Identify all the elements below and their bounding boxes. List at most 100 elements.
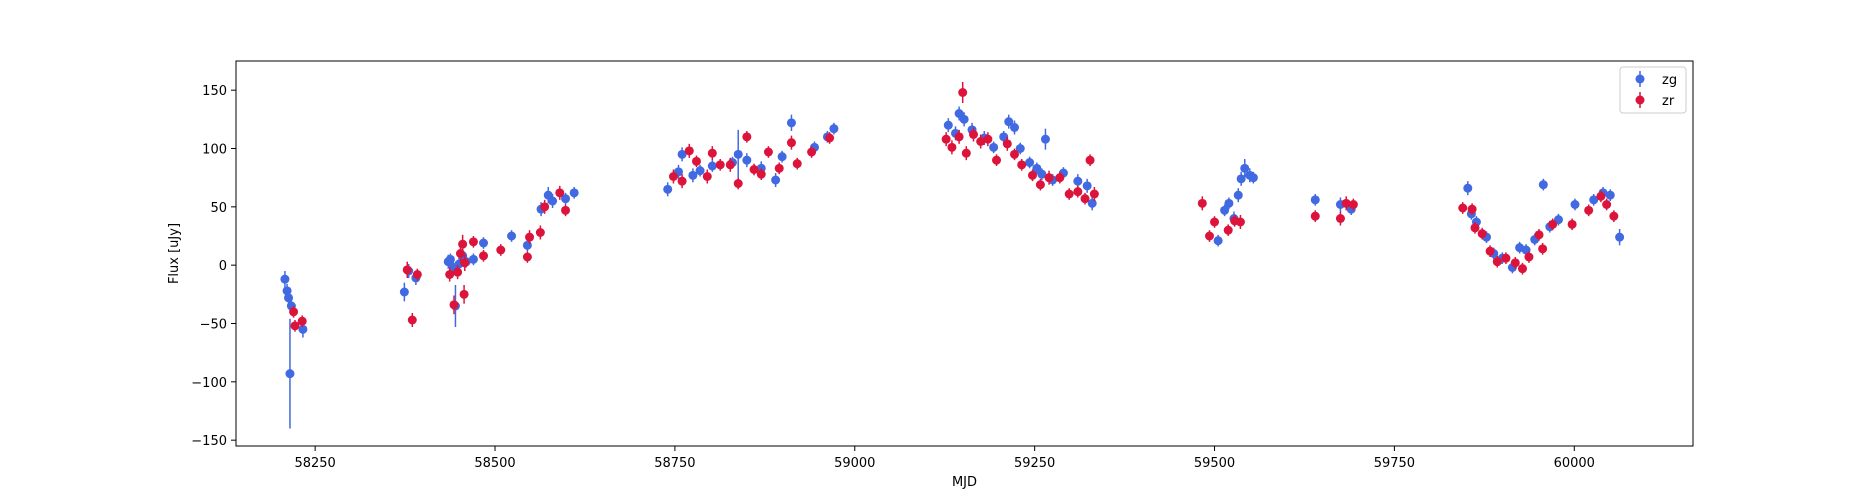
data-point bbox=[954, 109, 964, 118]
series-zr bbox=[289, 82, 1619, 332]
data-point bbox=[943, 120, 953, 130]
data-point bbox=[1567, 219, 1577, 229]
data-point bbox=[1040, 134, 1050, 144]
data-point bbox=[290, 321, 300, 331]
data-point bbox=[715, 160, 725, 170]
data-point bbox=[453, 267, 463, 277]
data-point bbox=[1534, 230, 1544, 240]
legend-item-zg: zg bbox=[1635, 71, 1677, 88]
data-point bbox=[399, 287, 409, 297]
data-point bbox=[1085, 155, 1095, 165]
data-point bbox=[1082, 181, 1092, 191]
x-tick-label: 59750 bbox=[1374, 456, 1415, 471]
data-point bbox=[445, 270, 455, 279]
data-point bbox=[1027, 170, 1037, 180]
data-point bbox=[1015, 144, 1025, 153]
data-point bbox=[1220, 205, 1230, 215]
data-point bbox=[959, 114, 969, 124]
data-point bbox=[668, 172, 678, 181]
data-point bbox=[677, 176, 687, 186]
data-point bbox=[1458, 203, 1468, 213]
data-point bbox=[479, 251, 489, 261]
data-point bbox=[1589, 195, 1599, 205]
x-tick-label: 60000 bbox=[1554, 456, 1595, 471]
data-point bbox=[1025, 158, 1035, 167]
data-point bbox=[1485, 246, 1495, 256]
data-point bbox=[999, 132, 1009, 142]
data-point bbox=[742, 155, 752, 165]
legend-marker bbox=[1635, 74, 1645, 84]
data-point bbox=[402, 265, 412, 275]
data-point bbox=[961, 148, 971, 158]
data-point bbox=[1605, 190, 1615, 200]
data-point bbox=[1236, 174, 1246, 184]
data-point bbox=[947, 142, 957, 152]
data-point bbox=[1073, 176, 1083, 186]
data-point bbox=[522, 240, 532, 250]
data-point bbox=[1032, 163, 1042, 173]
data-point bbox=[1470, 223, 1480, 233]
data-point bbox=[1080, 194, 1090, 204]
data-series bbox=[280, 82, 1625, 429]
data-point bbox=[1087, 198, 1097, 208]
data-point bbox=[1235, 217, 1245, 227]
data-point bbox=[1310, 211, 1320, 221]
y-tick-label: −100 bbox=[191, 376, 227, 391]
data-point bbox=[695, 166, 705, 176]
data-point bbox=[941, 134, 951, 144]
y-tick-label: 100 bbox=[202, 143, 227, 158]
data-point bbox=[725, 160, 735, 170]
data-point bbox=[1538, 244, 1548, 254]
y-tick-label: −50 bbox=[200, 318, 227, 333]
data-point bbox=[1035, 180, 1045, 190]
data-point bbox=[763, 147, 773, 157]
data-point bbox=[958, 88, 968, 97]
legend-marker bbox=[1635, 95, 1645, 105]
data-point bbox=[479, 238, 489, 248]
data-point bbox=[459, 289, 469, 299]
data-point bbox=[555, 188, 565, 198]
data-point bbox=[1213, 236, 1223, 246]
data-point bbox=[1477, 229, 1487, 239]
data-point bbox=[445, 254, 455, 264]
data-point bbox=[1064, 189, 1074, 199]
data-point bbox=[1224, 198, 1234, 208]
data-point bbox=[684, 146, 694, 156]
data-point bbox=[677, 149, 687, 159]
data-point bbox=[733, 149, 743, 159]
data-point bbox=[297, 316, 307, 326]
data-point bbox=[1010, 149, 1020, 159]
data-point bbox=[1004, 117, 1014, 127]
data-point bbox=[449, 300, 459, 310]
data-point bbox=[691, 156, 701, 166]
data-point bbox=[525, 232, 535, 242]
data-point bbox=[1492, 257, 1502, 267]
plot-area-frame bbox=[235, 60, 1694, 447]
data-point bbox=[507, 231, 517, 241]
data-point bbox=[1538, 180, 1548, 190]
data-point bbox=[1510, 258, 1520, 268]
data-point bbox=[1615, 232, 1625, 242]
y-axis-ticks: −150 −100 −50 0 50 100 150 bbox=[191, 84, 236, 449]
data-point bbox=[522, 252, 532, 262]
data-point bbox=[468, 254, 478, 264]
data-point bbox=[742, 132, 752, 142]
data-point bbox=[496, 245, 506, 255]
x-tick-label: 59500 bbox=[1194, 456, 1235, 471]
data-point bbox=[663, 184, 673, 194]
data-point bbox=[298, 324, 308, 334]
data-point bbox=[1596, 191, 1606, 201]
data-point bbox=[1348, 200, 1358, 209]
data-point bbox=[954, 132, 964, 142]
data-point bbox=[968, 130, 978, 139]
y-tick-label: −150 bbox=[191, 434, 227, 449]
data-point bbox=[285, 369, 295, 379]
data-point bbox=[749, 165, 759, 174]
x-tick-label: 59000 bbox=[834, 456, 875, 471]
data-point bbox=[1310, 195, 1320, 205]
data-point bbox=[777, 152, 787, 162]
data-point bbox=[983, 134, 993, 144]
data-point bbox=[468, 237, 478, 247]
y-axis-label: Flux [uJy] bbox=[167, 223, 182, 284]
data-point bbox=[1010, 123, 1020, 132]
